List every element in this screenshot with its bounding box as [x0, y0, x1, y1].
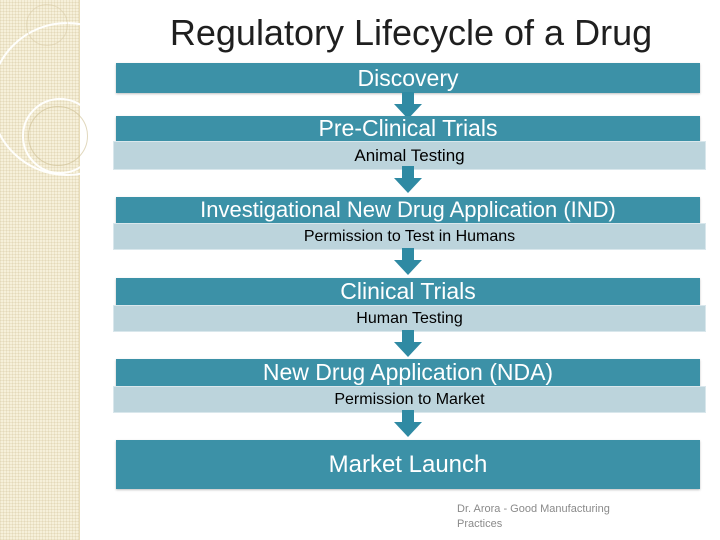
- step-label: Investigational New Drug Application (IN…: [200, 197, 616, 222]
- step-label: Discovery: [357, 65, 459, 91]
- decorative-circle: [28, 106, 88, 166]
- down-arrow-icon: [394, 166, 422, 193]
- step-nda: New Drug Application (NDA): [116, 359, 700, 386]
- step-label: New Drug Application (NDA): [262, 359, 554, 385]
- step-sublabel: Permission to Test in Humans: [303, 228, 516, 245]
- step-label: Pre-Clinical Trials: [318, 116, 498, 141]
- step-ind-application: Investigational New Drug Application (IN…: [116, 197, 700, 223]
- down-arrow-icon: [394, 248, 422, 275]
- down-arrow-icon: [394, 330, 422, 357]
- step-sublabel: Human Testing: [356, 310, 463, 327]
- down-arrow-icon: [394, 92, 422, 119]
- decorative-circle: [26, 4, 68, 46]
- footer-credit: Dr. Arora - Good Manufacturing Practices: [457, 502, 657, 532]
- step-sublabel: Permission to Market: [334, 391, 485, 408]
- down-arrow-icon: [394, 410, 422, 437]
- decorative-side-strip: [0, 0, 144, 540]
- step-label: Market Launch: [328, 451, 488, 478]
- footer-line: Practices: [457, 518, 503, 530]
- step-pre-clinical-trials: Pre-Clinical Trials: [116, 116, 700, 141]
- step-ind-application-note: Permission to Test in Humans: [113, 223, 706, 250]
- step-clinical-trials-note: Human Testing: [113, 305, 706, 332]
- decorative-circle: [22, 98, 98, 174]
- step-nda-note: Permission to Market: [113, 386, 706, 413]
- step-discovery: Discovery: [116, 63, 700, 93]
- slide-title: Regulatory Lifecycle of a Drug: [169, 12, 653, 53]
- step-clinical-trials: Clinical Trials: [116, 278, 700, 305]
- step-sublabel: Animal Testing: [354, 146, 465, 165]
- footer-line: Dr. Arora - Good Manufacturing: [457, 503, 610, 515]
- decorative-circle: [0, 22, 144, 176]
- step-label: Clinical Trials: [340, 278, 476, 304]
- step-pre-clinical-trials-note: Animal Testing: [113, 141, 706, 170]
- step-market-launch: Market Launch: [116, 440, 700, 489]
